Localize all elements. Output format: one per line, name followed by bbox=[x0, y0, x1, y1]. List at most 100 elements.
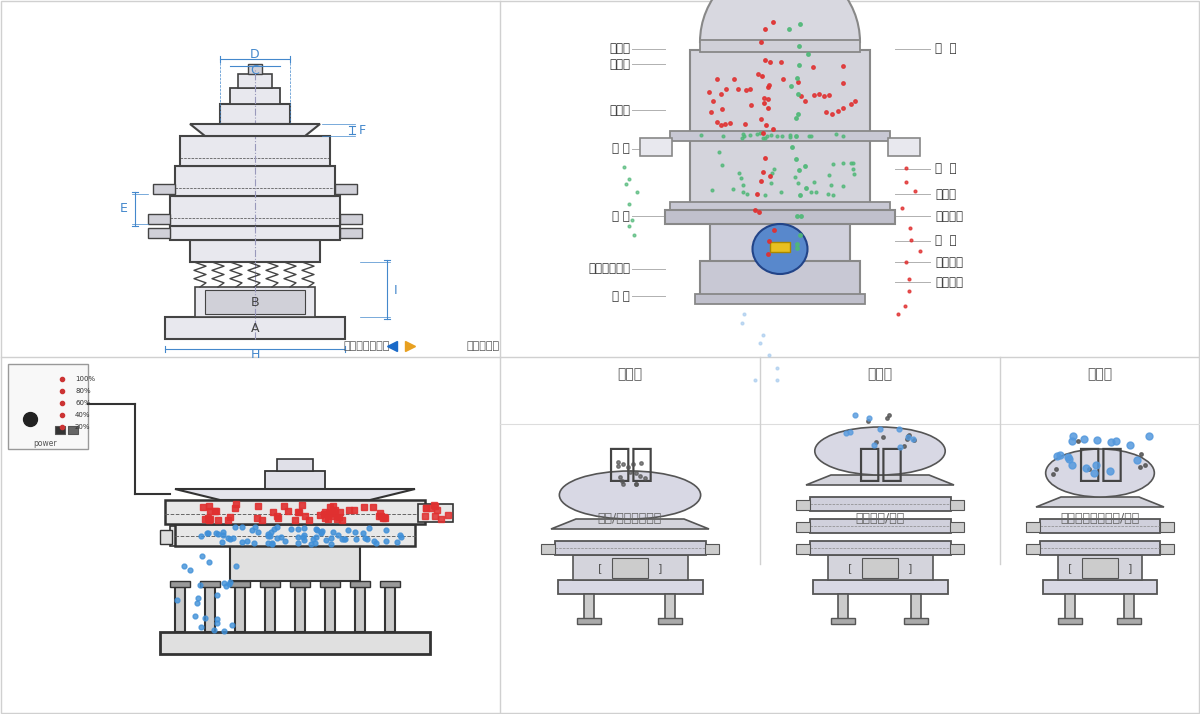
Bar bbox=[175, 166, 335, 196]
Text: ]: ] bbox=[908, 563, 912, 573]
Ellipse shape bbox=[559, 471, 701, 519]
Bar bbox=[230, 546, 360, 581]
Bar bbox=[665, 594, 674, 624]
Bar bbox=[385, 587, 395, 632]
Bar bbox=[235, 587, 245, 632]
Text: 单层式: 单层式 bbox=[618, 367, 642, 381]
Bar bbox=[418, 504, 454, 522]
Bar bbox=[612, 558, 648, 578]
Bar bbox=[166, 500, 425, 524]
Text: [: [ bbox=[847, 563, 852, 573]
Bar bbox=[1160, 544, 1174, 554]
Bar bbox=[810, 497, 950, 511]
Bar bbox=[148, 228, 170, 238]
Text: 束 环: 束 环 bbox=[612, 143, 630, 156]
Bar bbox=[68, 426, 78, 434]
Text: 过滤: 过滤 bbox=[857, 445, 904, 483]
Bar bbox=[658, 618, 682, 624]
Text: 外形尺寸示意图: 外形尺寸示意图 bbox=[343, 341, 390, 351]
Bar bbox=[1026, 544, 1040, 554]
Bar bbox=[1082, 558, 1118, 578]
Bar bbox=[1066, 594, 1075, 624]
Bar bbox=[828, 555, 932, 580]
Bar bbox=[888, 138, 920, 156]
Text: 网  架: 网 架 bbox=[935, 163, 956, 176]
Bar bbox=[950, 522, 964, 532]
Text: 双层式: 双层式 bbox=[1087, 367, 1112, 381]
Text: 40%: 40% bbox=[74, 412, 90, 418]
Bar bbox=[175, 524, 415, 546]
Text: 下部重锤: 下部重锤 bbox=[935, 276, 964, 288]
Bar bbox=[700, 261, 860, 299]
Bar bbox=[640, 138, 672, 156]
Bar bbox=[238, 74, 272, 88]
Bar bbox=[690, 140, 870, 204]
Bar bbox=[558, 580, 703, 594]
Text: 60%: 60% bbox=[74, 400, 91, 406]
Text: 弹 簧: 弹 簧 bbox=[612, 209, 630, 223]
Bar bbox=[170, 526, 226, 546]
Text: D: D bbox=[250, 48, 260, 61]
Bar bbox=[700, 40, 860, 52]
Bar bbox=[796, 522, 810, 532]
Text: [: [ bbox=[598, 563, 602, 573]
Text: 结构示意图: 结构示意图 bbox=[467, 341, 500, 351]
Bar bbox=[205, 587, 215, 632]
Text: 机 座: 机 座 bbox=[612, 289, 630, 303]
Bar bbox=[762, 7, 798, 19]
Bar bbox=[194, 287, 314, 317]
Ellipse shape bbox=[1045, 449, 1154, 497]
Bar bbox=[335, 184, 358, 194]
Text: power: power bbox=[34, 440, 56, 448]
Bar bbox=[205, 290, 305, 314]
Bar bbox=[265, 471, 325, 489]
Bar bbox=[166, 317, 346, 339]
Text: ]: ] bbox=[658, 563, 662, 573]
Bar bbox=[584, 594, 594, 624]
Bar bbox=[904, 618, 928, 624]
Bar bbox=[8, 364, 88, 449]
Text: I: I bbox=[394, 283, 398, 296]
Bar bbox=[180, 136, 330, 166]
Bar bbox=[355, 587, 365, 632]
Bar bbox=[577, 618, 601, 624]
Text: 出料口: 出料口 bbox=[610, 104, 630, 116]
Bar bbox=[814, 580, 948, 594]
Bar bbox=[1124, 594, 1134, 624]
Bar bbox=[160, 530, 172, 544]
Bar bbox=[320, 581, 340, 587]
Bar bbox=[380, 581, 400, 587]
Text: 筛  盘: 筛 盘 bbox=[935, 234, 956, 248]
Bar bbox=[340, 228, 362, 238]
Text: 80%: 80% bbox=[74, 388, 91, 394]
Bar bbox=[770, 242, 790, 252]
Bar bbox=[541, 544, 554, 554]
Bar bbox=[690, 50, 870, 134]
Text: 100%: 100% bbox=[74, 376, 95, 382]
Bar bbox=[1160, 522, 1174, 532]
Bar bbox=[911, 594, 922, 624]
Bar bbox=[1058, 618, 1082, 624]
Polygon shape bbox=[551, 519, 709, 529]
Text: F: F bbox=[359, 124, 366, 136]
Bar bbox=[175, 587, 185, 632]
Bar bbox=[706, 544, 719, 554]
Bar bbox=[290, 581, 310, 587]
Bar bbox=[796, 500, 810, 510]
Bar bbox=[862, 558, 898, 578]
Bar bbox=[350, 581, 370, 587]
Bar bbox=[574, 555, 689, 580]
Bar bbox=[170, 226, 340, 240]
Bar bbox=[796, 544, 810, 554]
Bar bbox=[810, 541, 950, 555]
Bar bbox=[55, 426, 65, 434]
Wedge shape bbox=[700, 0, 860, 42]
Bar bbox=[830, 618, 854, 624]
Text: 颗粒/粉末准确分级: 颗粒/粉末准确分级 bbox=[598, 513, 662, 526]
Bar bbox=[810, 519, 950, 533]
Text: 三层式: 三层式 bbox=[868, 367, 893, 381]
Text: 去除异物/结块: 去除异物/结块 bbox=[856, 513, 905, 526]
Text: 进料口: 进料口 bbox=[610, 43, 630, 56]
Text: 加重块: 加重块 bbox=[935, 188, 956, 201]
Bar bbox=[670, 131, 890, 141]
